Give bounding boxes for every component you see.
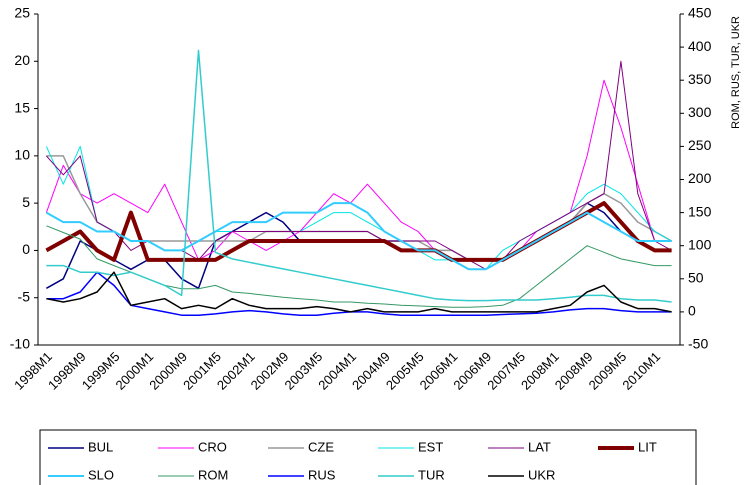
- legend-label: SLO: [88, 467, 114, 482]
- legend-label: LAT: [528, 439, 551, 454]
- y-tick-label: -5: [18, 288, 31, 304]
- series-line: [46, 271, 672, 316]
- series-line: [46, 49, 672, 303]
- y2-tick-label: 150: [688, 203, 712, 219]
- y2-tick-label: 250: [688, 137, 712, 153]
- y2-tick-label: 350: [688, 71, 712, 87]
- y2-axis-title: ROM, RUS, TUR, UKR: [730, 16, 742, 129]
- y-tick-label: 10: [14, 147, 30, 163]
- legend-label: CRO: [198, 439, 227, 454]
- legend-box: [39, 429, 697, 485]
- legend-label: TUR: [418, 467, 445, 482]
- legend-label: ROM: [198, 467, 228, 482]
- y2-tick-label: 100: [688, 236, 712, 252]
- y-tick-label: 5: [22, 194, 30, 210]
- legend-label: LIT: [638, 439, 657, 454]
- legend-label: UKR: [528, 467, 555, 482]
- legend-label: EST: [418, 439, 443, 454]
- y-tick-label: 15: [14, 99, 30, 115]
- y2-tick-label: 400: [688, 38, 712, 54]
- legend-label: CZE: [308, 439, 334, 454]
- y-tick-label: 0: [22, 241, 30, 257]
- x-tick-label: 2010M1: [619, 349, 663, 393]
- series-line: [46, 271, 672, 313]
- y2-tick-label: 200: [688, 170, 712, 186]
- y-tick-label: -10: [10, 336, 30, 352]
- y2-tick-label: -50: [688, 336, 708, 352]
- y2-tick-label: 300: [688, 104, 712, 120]
- legend-label: RUS: [308, 467, 336, 482]
- y-tick-label: 25: [14, 5, 30, 21]
- y2-tick-label: 0: [688, 303, 696, 319]
- y2-tick-label: 450: [688, 5, 712, 21]
- series-line: [45, 202, 672, 271]
- legend-label: BUL: [88, 439, 113, 454]
- y-tick-label: 20: [14, 52, 30, 68]
- y2-tick-label: 50: [688, 270, 704, 286]
